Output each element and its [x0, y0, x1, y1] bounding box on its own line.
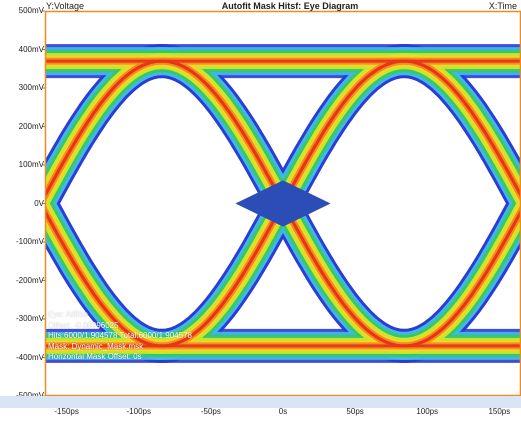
x-tick-label: 50ps [346, 407, 364, 416]
info-eye: Eye: AllBits [48, 310, 89, 319]
eye-trace-density [45, 208, 521, 348]
y-tick-label: 200mV [18, 121, 44, 131]
y-tick-label: 300mV [18, 83, 44, 92]
measurement-info: Eye: AllBits Offset: -0.00096025 Hits:60… [48, 310, 192, 363]
plot-title: Autofit Mask Hitsf: Eye Diagram [221, 1, 359, 11]
y-tick-label: 0V [34, 198, 44, 208]
x-axis-strip [0, 396, 521, 408]
eye-trace-density [45, 59, 521, 199]
y-tick-label: -500mV [0, 391, 44, 401]
info-mask: Mask: Dynamic_Mask.msk [48, 341, 144, 351]
y-axis-name: Y:Voltage [46, 1, 85, 11]
x-axis-name: X:Time [488, 1, 517, 11]
info-hits: Hits:6000/1.904578 Total:6000/1.904578 [48, 331, 192, 341]
x-tick-label: -150ps [54, 407, 79, 416]
x-tick-label: 150ps [488, 407, 511, 416]
y-tick-label: 500mV [18, 6, 44, 15]
x-tick-label: 100ps [416, 407, 439, 416]
y-tick-label: -200mV [15, 275, 44, 285]
y-tick-label: 100mV [18, 160, 44, 169]
y-tick-label: -100mV [15, 237, 44, 246]
y-tick-label: 400mV [18, 44, 44, 54]
x-tick-label: -50ps [200, 407, 221, 416]
info-offset: Offset: -0.00096025 [48, 320, 119, 330]
y-tick-label: -400mV [15, 352, 44, 362]
y-tick-label: -300mV [15, 314, 44, 323]
x-tick-label: -100ps [126, 407, 151, 416]
info-mask-offset: Horizontal Mask Offset: 0s [48, 352, 142, 362]
x-tick-label: 0s [278, 407, 288, 416]
mask-diamond [235, 180, 331, 227]
